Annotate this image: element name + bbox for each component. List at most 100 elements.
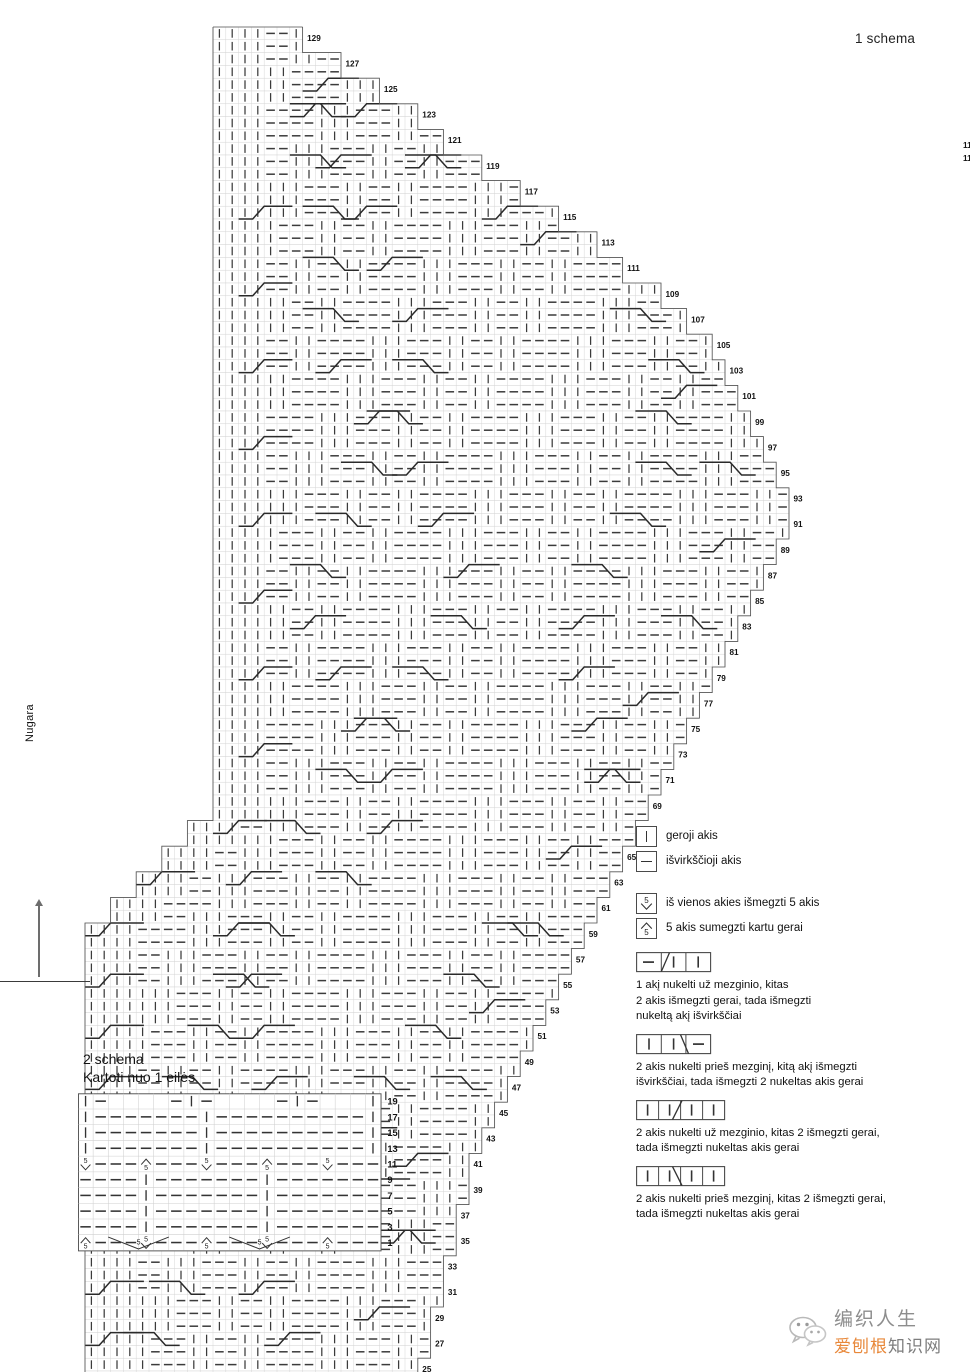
row-number: 69: [653, 802, 663, 811]
row-number: 97: [768, 443, 778, 452]
schema-2-row-number: 11: [387, 1159, 397, 1169]
row-number: 53: [550, 1007, 560, 1016]
row-number: 35: [461, 1237, 471, 1246]
row-number-clipped: 113: [963, 154, 970, 163]
row-number: 65: [627, 853, 637, 862]
row-number: 29: [435, 1314, 445, 1323]
row-number: 127: [346, 59, 360, 68]
row-number: 31: [448, 1288, 458, 1297]
row-number: 55: [563, 981, 573, 990]
cable-2-front-1-purl-symbol: [636, 1033, 712, 1054]
watermark-line-2-orange: 爱刨根: [834, 1337, 888, 1357]
schema-2-row-number: 9: [387, 1175, 392, 1185]
row-number-clipped: 115: [963, 141, 970, 150]
legend-label-knit: geroji akis: [666, 830, 718, 842]
cable-2-front-2-knit-symbol: [636, 1165, 726, 1186]
row-number: 105: [717, 341, 731, 350]
cable-1-back-2-knit-symbol: [636, 952, 712, 973]
legend-item-decrease-5: 5 5 akis sumegzti kartu gerai: [636, 918, 966, 939]
legend-item-increase-5: 5 iš vienos akies išmegzti 5 akis: [636, 893, 966, 914]
row-number: 61: [602, 904, 612, 913]
row-number: 49: [525, 1058, 535, 1067]
row-number: 123: [422, 111, 436, 120]
row-number: 57: [576, 955, 586, 964]
row-number: 101: [742, 392, 756, 401]
row-number: 115: [563, 213, 577, 222]
legend-panel: geroji akis išvirkščioji akis 5 iš vieno…: [636, 826, 966, 1223]
schema-2-row-number: 5: [387, 1207, 392, 1217]
purl-stitch-symbol: [636, 851, 657, 872]
schema-2-row-number: 19: [387, 1097, 397, 1107]
row-number: 25: [422, 1365, 432, 1372]
legend-label-increase-5: iš vienos akies išmegzti 5 akis: [666, 897, 820, 909]
row-number: 129: [307, 34, 321, 43]
schema-2-row-number: 17: [387, 1112, 397, 1122]
row-number: 27: [435, 1339, 445, 1348]
row-number: 91: [794, 520, 804, 529]
legend-text-cable-4: 2 akis nukelti prieš mezginį, kitas 2 iš…: [636, 1192, 886, 1221]
row-number: 89: [781, 546, 791, 555]
row-number: 117: [525, 187, 539, 196]
legend-text-cable-2: 2 akis nukelti prieš mezginį, kitą akį i…: [636, 1060, 864, 1089]
row-number: 33: [448, 1263, 458, 1272]
legend-text-cable-1: 1 akį nukelti už mezginio, kitas 2 akis …: [636, 979, 812, 1022]
row-number: 125: [384, 85, 398, 94]
legend-label-purl: išvirkščioji akis: [666, 855, 742, 867]
wechat-icon: [788, 1316, 828, 1347]
watermark-line-1: 编织人生: [834, 1308, 919, 1330]
baseline-divider: [0, 981, 90, 982]
row-number: 43: [486, 1135, 496, 1144]
row-number: 93: [794, 495, 804, 504]
row-number: 103: [730, 367, 744, 376]
schema-2-row-number: 15: [387, 1128, 397, 1138]
watermark: 编织人生 爱刨根知识网: [788, 1304, 942, 1357]
legend-item-cable-4: 2 akis nukelti prieš mezginį, kitas 2 iš…: [636, 1165, 966, 1223]
row-number: 63: [614, 879, 624, 888]
row-number: 71: [666, 776, 676, 785]
cable-2-back-2-knit-symbol: [636, 1099, 726, 1120]
legend-item-cable-1: 1 akį nukelti už mezginio, kitas 2 akis …: [636, 952, 966, 1025]
legend-label-decrease-5: 5 akis sumegzti kartu gerai: [666, 922, 803, 934]
row-number: 47: [512, 1083, 522, 1092]
row-number: 37: [461, 1211, 471, 1220]
row-number: 121: [448, 136, 462, 145]
row-number: 41: [474, 1160, 484, 1169]
up-arrow-icon: [34, 899, 43, 977]
row-number: 113: [602, 239, 616, 248]
row-number: 85: [755, 597, 765, 606]
row-number: 79: [717, 674, 727, 683]
row-number: 107: [691, 315, 705, 324]
watermark-line-2-grey: 知识网: [888, 1337, 942, 1357]
row-number: 83: [742, 623, 752, 632]
row-number: 45: [499, 1109, 509, 1118]
schema-2-row-number: 1: [387, 1238, 392, 1248]
decrease-5-together-symbol: 5: [636, 918, 657, 939]
page-title-schema-1: 1 schema: [855, 31, 916, 46]
schema-2-row-number: 13: [387, 1144, 397, 1154]
row-number: 109: [666, 290, 680, 299]
row-number: 119: [486, 162, 500, 171]
row-number: 95: [781, 469, 791, 478]
row-number: 39: [474, 1186, 484, 1195]
legend-item-cable-2: 2 akis nukelti prieš mezginį, kitą akį i…: [636, 1033, 966, 1091]
row-number: 81: [730, 648, 740, 657]
schema-2-subtitle: Kartoti nuo 1 eilės: [83, 1069, 196, 1085]
legend-text-cable-3: 2 akis nukelti už mezginio, kitas 2 išme…: [636, 1126, 880, 1155]
row-number: 59: [589, 930, 599, 939]
legend-item-knit: geroji akis: [636, 826, 966, 847]
legend-item-purl: išvirkščioji akis: [636, 851, 966, 872]
legend-item-cable-3: 2 akis nukelti už mezginio, kitas 2 išme…: [636, 1099, 966, 1157]
increase-5-from-1-symbol: 5: [636, 893, 657, 914]
row-number: 73: [678, 751, 688, 760]
row-number: 99: [755, 418, 765, 427]
knit-stitch-symbol: [636, 826, 657, 847]
row-number: 51: [538, 1032, 548, 1041]
schema-2-row-number: 3: [387, 1222, 392, 1232]
side-label-nugara: Nugara: [24, 704, 36, 742]
page-title-schema-2: 2 schema: [83, 1051, 144, 1067]
watermark-line-2: 爱刨根知识网: [834, 1332, 942, 1357]
row-number: 77: [704, 699, 714, 708]
row-number: 87: [768, 571, 778, 580]
row-number: 75: [691, 725, 701, 734]
